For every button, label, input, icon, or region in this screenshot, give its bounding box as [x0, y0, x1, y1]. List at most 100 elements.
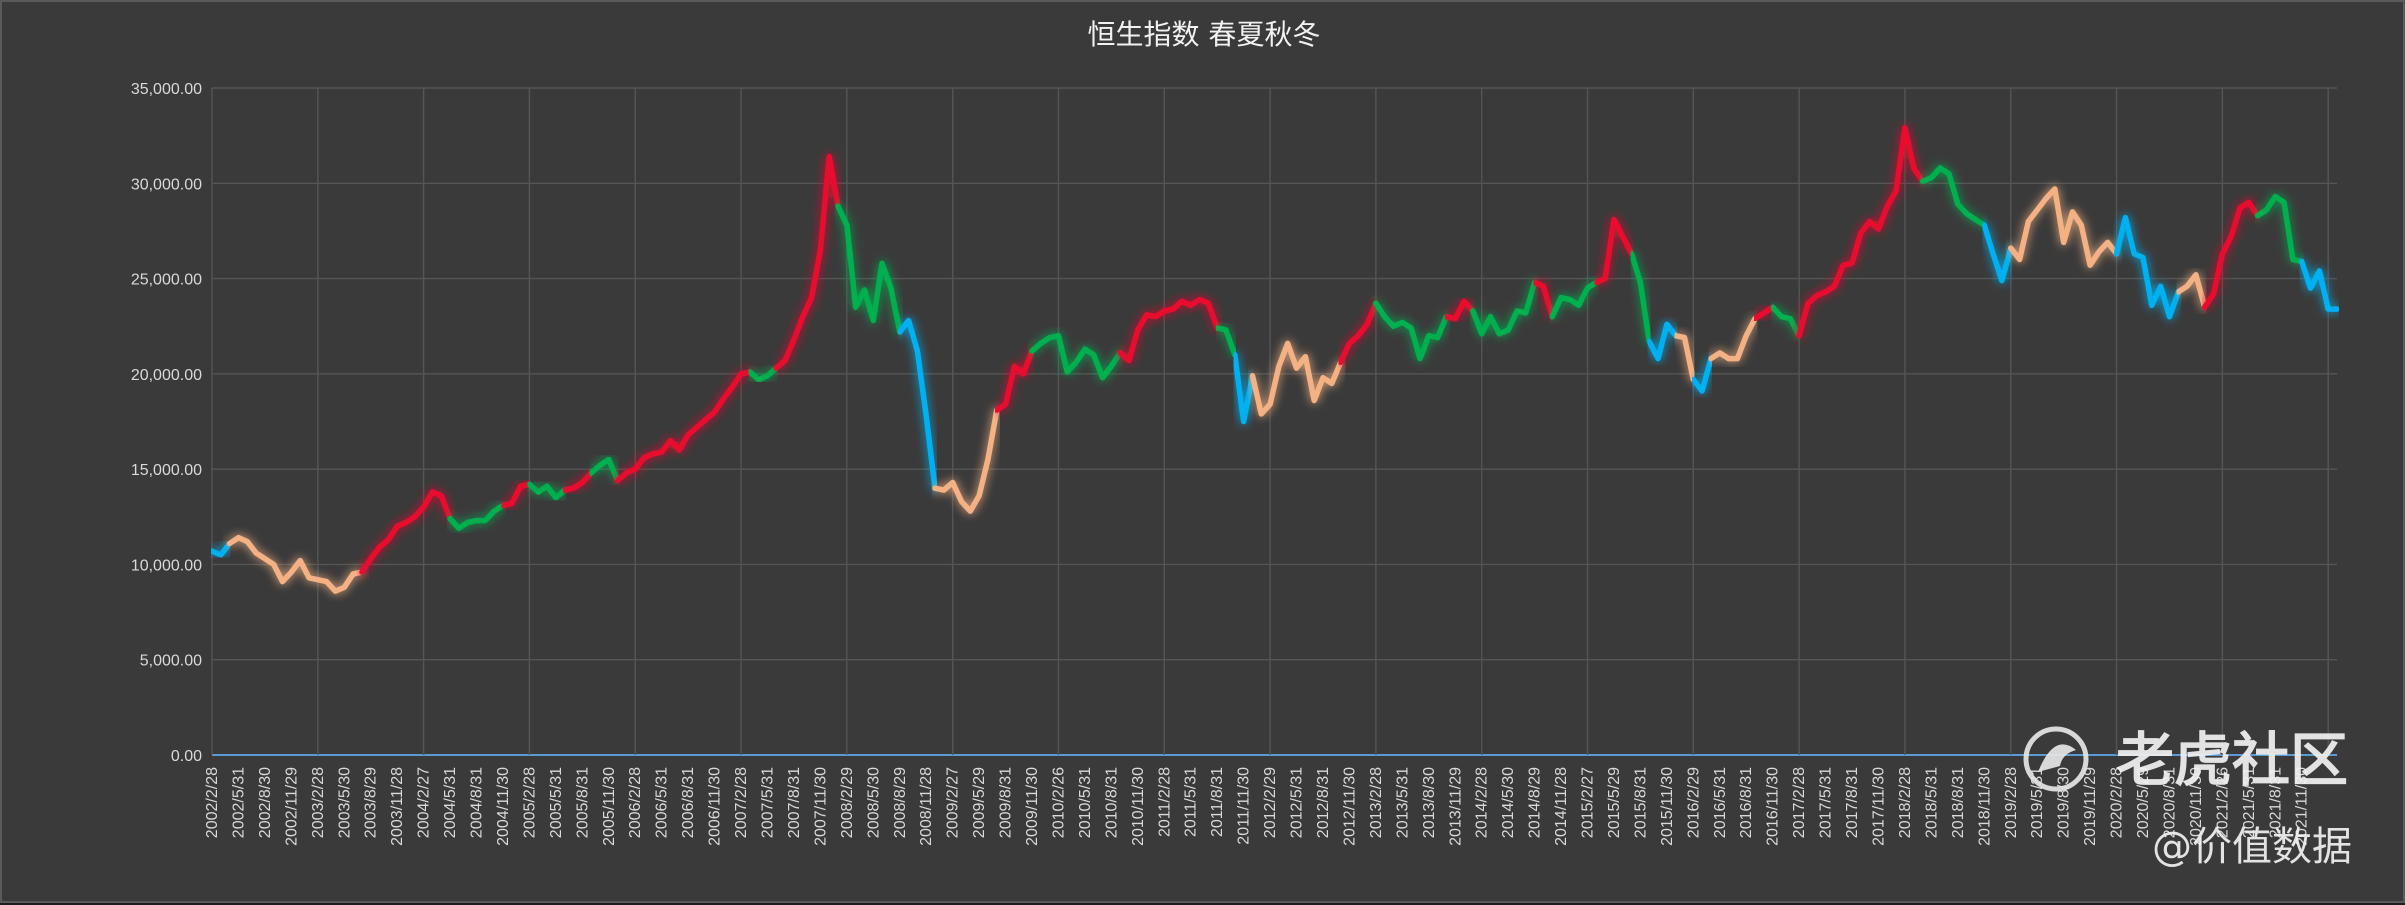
x-tick-label: 2010/11/30: [1130, 767, 1147, 846]
x-tick-label: 2017/5/31: [1818, 767, 1835, 838]
grid: [211, 87, 2337, 756]
x-tick-label: 2016/2/29: [1685, 767, 1702, 838]
x-tick-label: 2015/5/29: [1606, 767, 1623, 838]
series-segment-autumn: [1919, 165, 1988, 228]
series-segment-summer: [1593, 216, 1635, 286]
x-tick-label: 2017/2/28: [1791, 767, 1808, 838]
series-segment-summer: [773, 153, 841, 371]
series-segment-autumn: [1628, 251, 1652, 345]
x-tick-label: 2019/11/29: [2082, 767, 2099, 846]
x-tick-label: 2021/8/31: [2267, 767, 2284, 838]
x-tick-label: 2020/2/28: [2109, 767, 2126, 838]
x-tick-label: 2008/2/29: [839, 767, 856, 838]
y-tick-label: 25,000.00: [131, 272, 202, 289]
x-tick-label: 2017/8/31: [1844, 767, 1861, 838]
x-tick-label: 2003/8/29: [363, 767, 380, 838]
y-tick-label: 35,000.00: [131, 81, 202, 98]
series-segment-autumn: [1769, 304, 1802, 339]
x-tick-label: 2004/5/31: [442, 767, 459, 838]
chart-title: 恒生指数 春夏秋冬: [1088, 18, 1321, 51]
x-tick-label: 2009/11/30: [1024, 767, 1041, 846]
y-tick-label: 10,000.00: [131, 557, 202, 574]
series-segment-autumn: [1549, 279, 1600, 320]
series-segment-spring: [1249, 340, 1344, 417]
x-tick-label: 2016/8/31: [1738, 767, 1755, 838]
x-tick-label: 2007/8/31: [786, 767, 803, 838]
x-tick-label: 2012/11/30: [1341, 767, 1358, 846]
x-tick-label: 2009/5/29: [971, 767, 988, 838]
x-tick-label: 2010/5/31: [1077, 767, 1094, 838]
series-segment-winter: [2298, 258, 2340, 312]
series-segment-spring: [2008, 186, 2120, 268]
series-segment-summer: [1443, 298, 1476, 322]
x-tick-label: 2011/8/31: [1209, 767, 1226, 837]
title-season-summer: 夏: [1236, 18, 1264, 51]
title-season-autumn: 秋: [1264, 18, 1292, 51]
x-tick-label: 2015/2/27: [1580, 767, 1597, 838]
y-axis: 0.00 5,000.00 10,000.00 15,000.00 20,000.00 2…: [131, 81, 202, 765]
x-tick-label: 2006/11/30: [707, 767, 724, 846]
x-tick-label: 2016/11/30: [1765, 767, 1782, 846]
series-segment-winter: [209, 540, 233, 558]
x-tick-label: 2011/5/31: [1183, 767, 1200, 837]
chart-title-main: 恒生指数: [1088, 18, 1200, 51]
x-tick-label: 2005/8/31: [574, 767, 591, 838]
series-lines: [209, 125, 2340, 594]
x-tick-label: 2009/2/27: [945, 767, 962, 838]
x-tick-label: 2010/8/31: [1103, 767, 1120, 838]
x-tick-label: 2006/5/31: [654, 767, 671, 838]
y-tick-label: 0.00: [171, 748, 202, 765]
series-segment-summer: [1796, 125, 1926, 339]
watermark-handle: @价值数据: [2152, 824, 2352, 870]
x-tick-label: 2016/5/31: [1712, 767, 1729, 838]
series-segment-summer: [1752, 304, 1776, 322]
x-tick-label: 2014/11/28: [1553, 767, 1570, 846]
series-segment-summer: [1337, 300, 1379, 366]
series-segment-autumn: [447, 502, 506, 531]
x-tick-label: 2003/2/28: [310, 767, 327, 838]
x-tick-label: 2007/5/31: [759, 767, 776, 838]
series-segment-summer: [500, 481, 533, 509]
x-tick-label: 2002/2/28: [204, 767, 221, 838]
x-tick-label: 2019/8/30: [2056, 767, 2073, 838]
x-tick-label: 2012/8/31: [1315, 767, 1332, 838]
series-segment-spring: [2175, 272, 2208, 310]
watermark-brand: 老虎社区: [2116, 726, 2348, 794]
series-segment-autumn: [1373, 300, 1450, 362]
x-tick-label: 2005/2/28: [521, 767, 538, 838]
y-tick-label: 20,000.00: [131, 367, 202, 384]
x-tick-label: 2005/11/30: [601, 767, 618, 846]
x-tick-label: 2012/2/29: [1262, 767, 1279, 838]
watermark: 老虎社区 @价值数据: [2023, 726, 2352, 870]
x-tick-label: 2011/2/28: [1156, 767, 1173, 837]
x-tick-label: 2020/5/29: [2135, 767, 2152, 838]
title-season-winter: 冬: [1292, 18, 1320, 51]
series-segment-autumn: [1029, 332, 1123, 381]
x-tick-label: 2006/2/28: [627, 767, 644, 838]
tiger-logo-icon: [2023, 726, 2089, 792]
x-tick-label: 2005/5/31: [548, 767, 565, 838]
x-tick-label: 2002/5/31: [230, 767, 247, 838]
series-segment-autumn: [1470, 279, 1538, 337]
x-tick-label: 2018/5/31: [1923, 767, 1940, 838]
x-tick-label: 2008/11/28: [918, 767, 935, 846]
x-tick-label: 2014/2/28: [1474, 767, 1491, 838]
x-tick-label: 2018/11/30: [1976, 767, 1993, 846]
x-tick-label: 2008/8/29: [892, 767, 909, 838]
x-tick-label: 2015/11/30: [1659, 767, 1676, 846]
series-segment-winter: [1232, 352, 1256, 425]
x-tick-label: 2007/11/30: [812, 767, 829, 846]
x-tick-label: 2002/8/30: [257, 767, 274, 838]
x-tick-label: 2017/11/30: [1870, 767, 1887, 846]
x-tick-label: 2013/8/30: [1421, 767, 1438, 838]
x-tick-label: 2013/2/28: [1368, 767, 1385, 838]
series-segment-winter: [1981, 222, 2014, 284]
x-tick-label: 2018/8/31: [1950, 767, 1967, 838]
y-tick-label: 15,000.00: [131, 462, 202, 479]
series-segment-winter: [897, 317, 938, 491]
series-segment-winter: [2113, 214, 2182, 320]
series-segment-spring: [932, 407, 1000, 514]
series-segment-autumn: [1214, 325, 1238, 358]
